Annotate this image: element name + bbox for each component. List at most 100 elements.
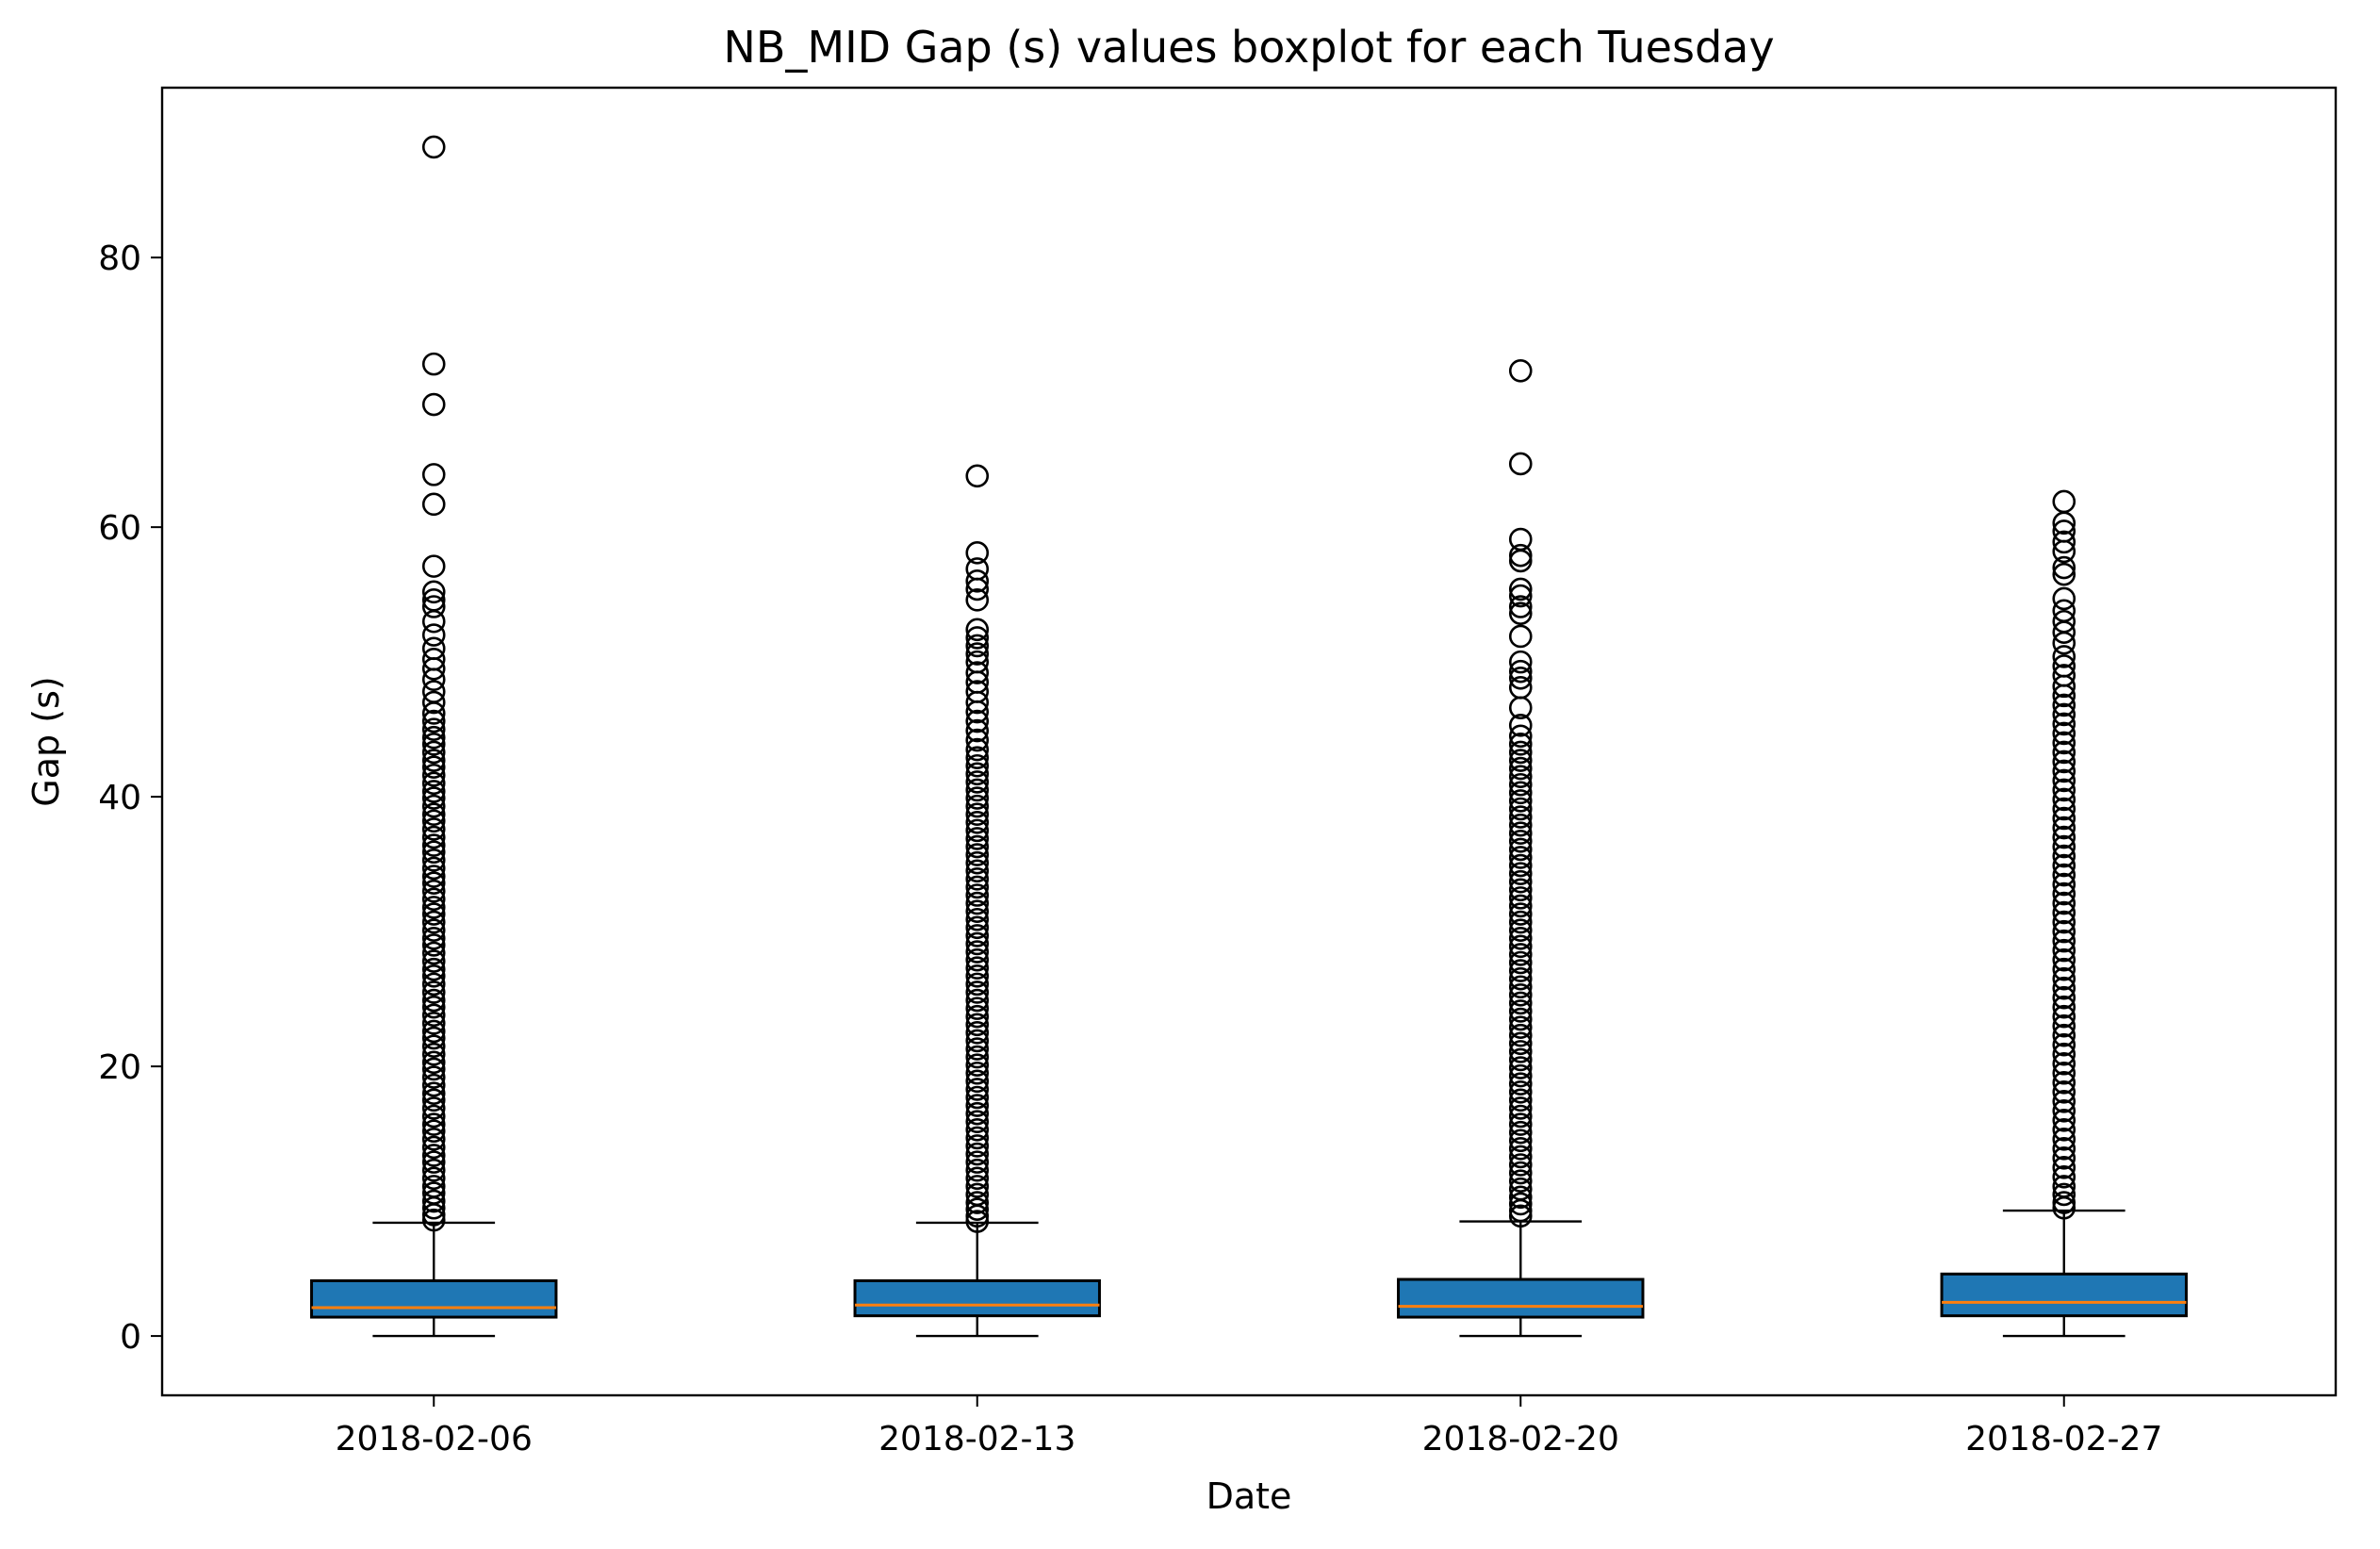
outlier-point xyxy=(965,1166,990,1191)
outlier-point xyxy=(2052,844,2076,868)
outlier-point xyxy=(1508,789,1533,813)
outlier-point xyxy=(421,910,446,934)
outlier-point xyxy=(965,843,990,866)
outlier-point xyxy=(2052,693,2076,717)
outlier-point xyxy=(2052,702,2076,727)
outlier-point xyxy=(965,980,990,1004)
outlier-point xyxy=(2052,778,2076,802)
outlier-point xyxy=(421,1081,446,1106)
outlier-point xyxy=(2052,797,2076,821)
outlier-point xyxy=(1508,1198,1533,1223)
outlier-point xyxy=(2052,750,2076,774)
y-tick-label: 20 xyxy=(98,1048,141,1087)
outlier-point xyxy=(965,770,990,794)
outlier-point xyxy=(965,1085,990,1110)
outlier-point xyxy=(965,964,990,988)
outlier-point xyxy=(2052,948,2076,972)
outlier-point xyxy=(2052,555,2076,580)
y-tick-label: 60 xyxy=(98,509,141,548)
outlier-point xyxy=(1508,1204,1533,1228)
outlier-point xyxy=(965,997,990,1020)
outlier-point xyxy=(421,580,446,604)
outlier-point xyxy=(2052,674,2076,699)
outlier-point xyxy=(965,1013,990,1037)
outlier-point xyxy=(2052,985,2076,1010)
outlier-point xyxy=(965,802,990,827)
outlier-point xyxy=(1508,595,1533,618)
outlier-point xyxy=(2052,1070,2076,1095)
outlier-point xyxy=(1508,1007,1533,1031)
outlier-point xyxy=(1508,756,1533,781)
outlier-point xyxy=(421,1195,446,1220)
outlier-point xyxy=(2052,929,2076,953)
outlier-point xyxy=(965,891,990,915)
outlier-point xyxy=(965,1069,990,1094)
outlier-point xyxy=(421,667,446,692)
outlier-point xyxy=(2052,684,2076,708)
outlier-point xyxy=(421,763,446,787)
outlier-point xyxy=(1508,601,1533,625)
outlier-point xyxy=(965,875,990,899)
outlier-point xyxy=(421,1096,446,1120)
outlier-point xyxy=(965,577,990,601)
outlier-point xyxy=(2052,530,2076,554)
outlier-point xyxy=(421,1050,446,1075)
outlier-point xyxy=(2052,834,2076,859)
box-group xyxy=(1397,358,1645,1338)
outlier-point xyxy=(421,1104,446,1129)
outlier-point xyxy=(421,817,446,841)
outlier-point xyxy=(421,957,446,981)
outlier-point xyxy=(421,809,446,833)
outlier-point xyxy=(2052,539,2076,564)
outlier-point xyxy=(965,661,990,684)
outlier-point xyxy=(2052,1013,2076,1038)
outlier-point xyxy=(965,931,990,956)
outlier-point xyxy=(1508,1063,1533,1088)
outlier-point xyxy=(2052,919,2076,944)
outlier-point xyxy=(421,1012,446,1035)
outlier-point xyxy=(2052,768,2076,793)
outlier-point xyxy=(1508,1040,1533,1063)
outlier-point xyxy=(1508,1112,1533,1136)
outlier-point xyxy=(421,988,446,1013)
outlier-point xyxy=(1508,1079,1533,1104)
outlier-point xyxy=(965,810,990,834)
box-group xyxy=(853,464,1101,1338)
outlier-point xyxy=(1508,749,1533,772)
outlier-point xyxy=(1508,869,1533,894)
outlier-point xyxy=(965,709,990,733)
outlier-point xyxy=(2052,731,2076,755)
outlier-point xyxy=(2052,1109,2076,1132)
outlier-point xyxy=(2052,863,2076,887)
outlier-point xyxy=(965,1101,990,1126)
outlier-point xyxy=(965,618,990,642)
x-tick-label: 2018-02-20 xyxy=(1422,1420,1619,1458)
outlier-point xyxy=(2052,759,2076,783)
outlier-point xyxy=(1508,1153,1533,1177)
outlier-point xyxy=(2052,620,2076,644)
outlier-point xyxy=(2052,1004,2076,1029)
box xyxy=(1940,1272,2188,1318)
outlier-point xyxy=(965,1118,990,1142)
outlier-point xyxy=(1508,926,1533,950)
outlier-point xyxy=(2052,891,2076,915)
outlier-point xyxy=(421,887,446,912)
outlier-point xyxy=(2052,1156,2076,1179)
outlier-point xyxy=(965,1175,990,1198)
outlier-point xyxy=(965,1094,990,1117)
outlier-point xyxy=(1508,797,1533,821)
outlier-point xyxy=(1508,1072,1533,1096)
outlier-point xyxy=(965,700,990,724)
outlier-point xyxy=(2052,1118,2076,1142)
outlier-point xyxy=(965,1029,990,1053)
outlier-point xyxy=(421,1034,446,1058)
outlier-point xyxy=(1508,910,1533,934)
outlier-point xyxy=(965,1053,990,1077)
outlier-point xyxy=(421,392,446,417)
outlier-point xyxy=(421,1144,446,1167)
outlier-point xyxy=(421,1003,446,1028)
outlier-point xyxy=(421,926,446,950)
outlier-point xyxy=(965,1142,990,1166)
outlier-point xyxy=(1508,666,1533,690)
outlier-point xyxy=(421,933,446,957)
